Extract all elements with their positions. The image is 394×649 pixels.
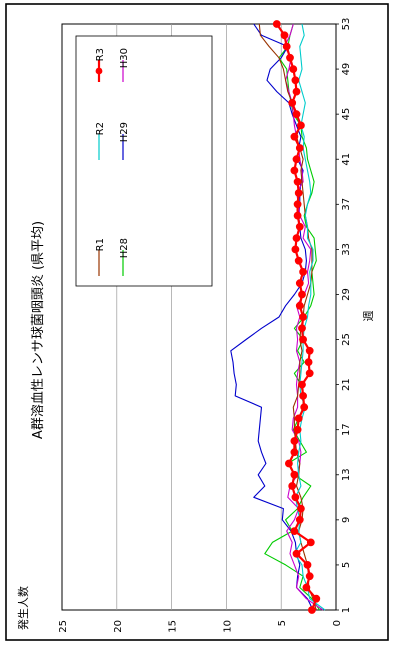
y-tick-label: 15 [168, 620, 179, 633]
r3-data-point [293, 177, 302, 186]
r3-data-point [295, 301, 304, 310]
r3-data-point [299, 313, 308, 321]
x-tick-label: 53 [341, 18, 352, 31]
x-tick-label: 41 [341, 153, 352, 166]
r3-data-point [290, 527, 299, 535]
r3-data-point [272, 20, 281, 28]
r3-data-point [293, 425, 302, 434]
r3-data-point [294, 256, 303, 265]
r3-data-point [298, 290, 306, 299]
r3-data-point [292, 110, 301, 119]
r3-data-point [299, 335, 308, 344]
r3-data-point [295, 222, 304, 231]
r3-data-point [293, 211, 302, 220]
x-tick-label: 45 [341, 108, 352, 121]
r3-data-point [290, 448, 299, 457]
r3-data-point [282, 42, 291, 51]
chart-title: A群溶血性レンサ球菌咽頭炎 (県平均) [31, 221, 46, 439]
r3-data-point [290, 166, 299, 175]
r3-data-point [305, 369, 314, 378]
r3-data-point [295, 144, 304, 152]
x-axis-label: 週 [362, 311, 375, 322]
y-tick-label: 20 [113, 620, 124, 633]
r3-data-point [285, 459, 293, 468]
r3-data-point [306, 538, 315, 547]
r3-data-point [297, 121, 305, 130]
r3-data-point [295, 515, 304, 524]
r3-data-point [303, 561, 312, 569]
r3-data-point [299, 392, 308, 400]
series-layer [230, 20, 326, 614]
y-tick-label: 5 [277, 620, 288, 626]
legend-label-r2: R2 [95, 122, 106, 135]
x-tick-label: 9 [341, 517, 352, 523]
r3-data-point [290, 437, 299, 445]
r3-data-point [280, 31, 289, 40]
r3-data-point [292, 87, 301, 96]
r3-data-point [294, 189, 303, 197]
series-line-h29 [230, 23, 314, 611]
r3-data-point [298, 380, 306, 389]
r3-data-point [300, 403, 309, 412]
x-tick-label: 25 [341, 333, 352, 346]
legend-label-r1: R1 [95, 238, 106, 251]
r3-data-point [302, 583, 311, 592]
x-tick-label: 5 [341, 562, 352, 568]
r3-data-point [305, 346, 314, 355]
r3-data-point [290, 132, 299, 141]
y-tick-label: 25 [58, 620, 69, 633]
x-tick-label: 49 [341, 63, 352, 76]
r3-data-point [295, 279, 304, 288]
legend-label-h29: H29 [119, 122, 130, 142]
x-tick-label: 21 [341, 378, 352, 391]
r3-data-point [292, 549, 301, 558]
x-tick-label: 13 [341, 468, 352, 481]
r3-data-point [288, 482, 297, 490]
legend-label-h30: H30 [119, 48, 130, 68]
legend-marker-r3 [95, 67, 103, 75]
r3-data-point [291, 245, 300, 254]
x-tick-label: 17 [341, 423, 352, 436]
r3-data-point [298, 324, 306, 333]
r3-data-point [304, 358, 313, 367]
r3-data-point [286, 53, 294, 62]
r3-data-point [292, 155, 301, 164]
legend: H28 H29 H30 R1 R2 R3 [75, 35, 213, 287]
legend-label-r3: R3 [95, 48, 106, 61]
r3-data-point [291, 493, 300, 502]
r3-data-point [299, 268, 308, 276]
r3-data-point [297, 504, 305, 513]
r3-data-point [289, 65, 298, 73]
r3-data-point [288, 99, 297, 107]
y-axis-label: 発生人数 [16, 586, 30, 630]
r3-data-point [291, 76, 300, 85]
y-tick-label: 10 [222, 620, 233, 633]
r3-data-point [305, 572, 314, 581]
y-tick-label: 0 [332, 620, 343, 626]
x-tick-label: 1 [341, 607, 352, 613]
r3-data-point [293, 200, 302, 209]
x-tick-label: 37 [341, 198, 352, 211]
r3-data-point [290, 470, 299, 479]
r3-data-point [292, 234, 301, 243]
r3-data-point [312, 594, 321, 603]
legend-label-h28: H28 [119, 238, 130, 258]
x-tick-label: 29 [341, 288, 352, 301]
r3-data-point [294, 414, 303, 423]
r3-data-point [308, 606, 316, 614]
x-tick-label: 33 [341, 243, 352, 256]
